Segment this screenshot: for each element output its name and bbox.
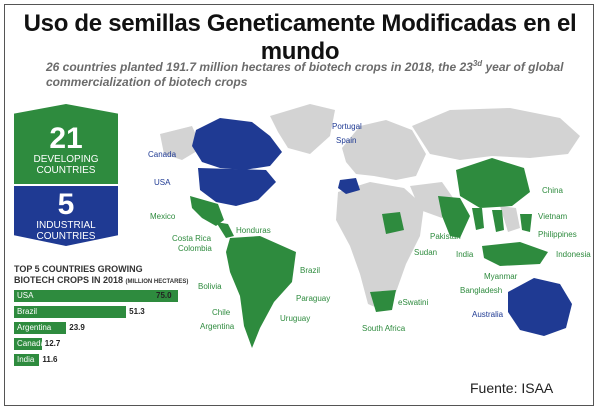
top5-title: TOP 5 COUNTRIES GROWING BIOTECH CROPS IN… [14,264,194,288]
philippines-shape [520,214,532,232]
industrial-count: 5 [57,188,75,221]
vietnam-shape [492,210,504,232]
world-map: Portugal Spain Canada USA Mexico Hondura… [120,96,591,358]
indonesia-shape [482,242,548,266]
bar-usa [14,290,178,302]
alaska-shape [160,126,202,160]
canada-shape [192,118,282,170]
top5-unit: (MILLION HECTARES) [125,279,189,285]
russia-shape [412,108,580,160]
bar-value-argentina: 23.9 [69,323,85,332]
map-label-portugal: Portugal [332,122,362,131]
map-label-bolivia: Bolivia [198,282,222,291]
map-label-indonesia: Indonesia [556,250,591,259]
bar-label-argentina: Argentina [17,323,52,332]
bar-brazil [14,306,127,318]
subtitle-part1: 26 countries planted 191.7 million hecta… [46,60,473,74]
mexico-shape [190,196,224,226]
central-america-shape [216,222,234,238]
south-america-shape [226,236,296,348]
map-label-bangladesh: Bangladesh [460,286,503,295]
map-label-eswatini: eSwatini [398,298,429,307]
map-label-south-africa: South Africa [362,324,406,333]
developing-countries-badge: 21 DEVELOPING COUNTRIES [14,104,118,184]
developing-label-line1: DEVELOPING [33,154,99,165]
page-title: Uso de semillas Geneticamente Modificada… [23,10,577,65]
subtitle-superscript: 3d [472,59,483,68]
europe-shape [342,120,426,180]
map-label-australia: Australia [472,310,504,319]
bar-label-brazil: Brazil [17,307,38,316]
usa-shape [198,168,276,206]
australia-shape [508,278,572,336]
map-label-mexico: Mexico [150,212,176,221]
map-label-myanmar: Myanmar [484,272,518,281]
subtitle-part2: year of global commercialization of biot… [46,60,564,89]
map-label-colombia: Colombia [178,244,212,253]
top5-title-line2: BIOTECH CROPS IN 2018 [14,275,124,285]
map-label-philippines: Philippines [538,230,577,239]
map-label-usa: USA [154,178,171,187]
bar-label-canada: Canada [17,339,46,348]
developing-count: 21 [49,122,83,155]
map-label-spain: Spain [336,136,357,145]
source-credit: Fuente: ISAA [470,380,554,396]
map-label-costa-rica: Costa Rica [172,234,212,243]
industrial-countries-badge: 5 INDUSTRIAL COUNTRIES [14,186,118,246]
bar-india [14,354,40,366]
map-label-india: India [456,250,474,259]
south-africa-shape [370,290,396,312]
south-asia-shape [438,196,470,238]
bar-canada [14,338,42,350]
map-label-pakistan: Pakistan [430,232,461,241]
map-label-china: China [542,186,563,195]
bar-value-brazil: 51.3 [129,307,145,316]
industrial-label-line1: INDUSTRIAL [36,220,96,231]
bar-value-india: 11.6 [42,355,58,364]
map-label-uruguay: Uruguay [280,314,311,323]
subtitle: 26 countries planted 191.7 million hecta… [46,56,566,90]
map-label-canada: Canada [148,150,177,159]
map-label-vietnam: Vietnam [538,212,568,221]
bar-value-canada: 12.7 [44,339,61,348]
map-label-chile: Chile [212,308,231,317]
china-shape [456,158,530,208]
myanmar-shape [472,208,484,230]
southeast-asia-shape [500,206,520,232]
bar-label-india: India [17,355,35,364]
image-frame [4,4,594,406]
sudan-shape [382,212,404,234]
map-label-argentina: Argentina [200,322,235,331]
map-label-sudan: Sudan [414,248,438,257]
industrial-label-line2: COUNTRIES [36,231,96,242]
world-map-svg [160,104,580,348]
bar-label-usa: USA [17,291,34,300]
top5-title-line1: TOP 5 COUNTRIES GROWING [14,264,143,274]
map-label-honduras: Honduras [236,226,271,235]
bar-argentina [14,322,67,334]
map-label-brazil: Brazil [300,266,321,275]
greenland-shape [270,104,335,154]
spain-portugal-shape [338,178,360,194]
bar-value-usa: 75.0 [156,291,172,300]
africa-shape [336,182,424,310]
developing-label-line2: COUNTRIES [36,165,96,176]
map-label-paraguay: Paraguay [296,294,331,303]
